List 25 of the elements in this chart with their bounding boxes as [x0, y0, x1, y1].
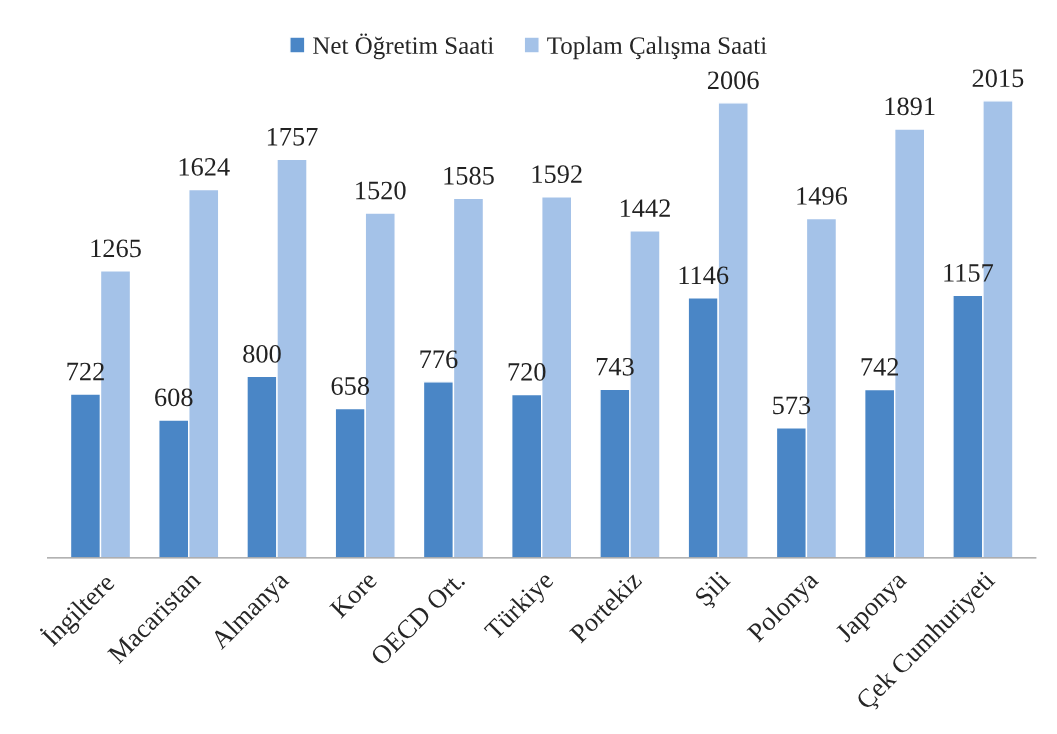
data-label: 1146 [679, 266, 729, 285]
data-label: 720 [508, 363, 546, 381]
data-label: 573 [773, 396, 811, 415]
data-label: 1592 [532, 165, 582, 184]
data-label: 1757 [267, 127, 318, 146]
data-label: 1442 [620, 199, 670, 217]
legend-label: Net Öğretim Saati [313, 33, 494, 60]
data-label: 1624 [179, 158, 230, 176]
data-label: 1520 [356, 181, 406, 200]
data-label: 800 [243, 344, 281, 363]
data-label: 743 [596, 357, 634, 376]
data-label: 2006 [707, 71, 759, 90]
data-label: 2015 [972, 69, 1024, 88]
x-tick-label: Şili [693, 569, 735, 611]
legend-label: Toplam Çalışma Saati [547, 36, 767, 60]
data-label: 1157 [944, 264, 994, 282]
data-label: 1265 [91, 239, 141, 258]
data-label: 742 [861, 358, 899, 376]
data-label: 1496 [797, 187, 848, 205]
data-label: 776 [420, 350, 458, 369]
data-label: 1891 [885, 97, 935, 116]
data-label: 722 [67, 362, 104, 381]
data-label: 608 [155, 388, 193, 407]
data-label: 658 [331, 377, 370, 395]
data-label: 1585 [444, 166, 494, 185]
